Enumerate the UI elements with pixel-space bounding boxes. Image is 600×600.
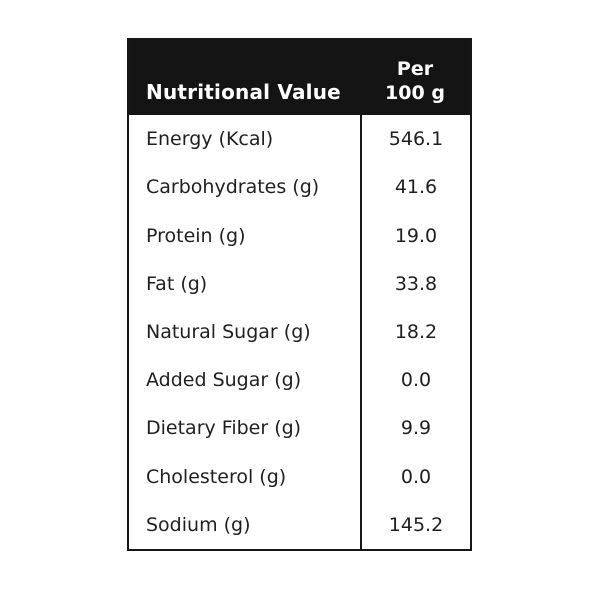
row-label: Energy (Kcal) [146, 128, 274, 151]
table-row: Cholesterol (g) 0.0 [129, 452, 470, 501]
row-value: 41.6 [360, 163, 470, 212]
row-label: Protein (g) [146, 224, 246, 247]
table-row: Sodium (g) 145.2 [129, 500, 470, 549]
header-title-cell: Nutritional Value [129, 40, 360, 115]
table-row: Protein (g) 19.0 [129, 211, 470, 260]
row-value: 0.0 [360, 452, 470, 501]
row-label: Natural Sugar (g) [146, 320, 311, 343]
row-value: 19.0 [360, 211, 470, 260]
table-row: Natural Sugar (g) 18.2 [129, 307, 470, 357]
row-label: Added Sugar (g) [146, 369, 302, 392]
table-title: Nutritional Value [146, 80, 341, 104]
row-value: 145.2 [360, 500, 470, 549]
per-label-line1: Per [396, 58, 434, 80]
per-label-line2: 100 g [385, 82, 445, 104]
row-label: Sodium (g) [146, 513, 251, 536]
table-row: Energy (Kcal) 546.1 [129, 115, 470, 164]
row-label: Dietary Fiber (g) [146, 417, 302, 440]
row-label: Fat (g) [146, 272, 208, 295]
table-row: Fat (g) 33.8 [129, 259, 470, 308]
row-label: Cholesterol (g) [146, 465, 287, 488]
row-value: 18.2 [360, 307, 470, 357]
row-value: 33.8 [360, 259, 470, 308]
nutrition-facts-table: Nutritional Value Per 100 g Energy (Kcal… [127, 38, 472, 551]
row-value: 0.0 [360, 356, 470, 405]
header-per-column: Per 100 g [360, 40, 470, 115]
table-body: Energy (Kcal) 546.1 Carbohydrates (g) 41… [129, 115, 470, 549]
table-row: Added Sugar (g) 0.0 [129, 356, 470, 405]
table-row: Dietary Fiber (g) 9.9 [129, 404, 470, 453]
row-value: 9.9 [360, 404, 470, 453]
row-label: Carbohydrates (g) [146, 176, 320, 199]
table-header: Nutritional Value Per 100 g [129, 40, 470, 115]
row-value: 546.1 [360, 115, 470, 164]
table-row: Carbohydrates (g) 41.6 [129, 163, 470, 212]
